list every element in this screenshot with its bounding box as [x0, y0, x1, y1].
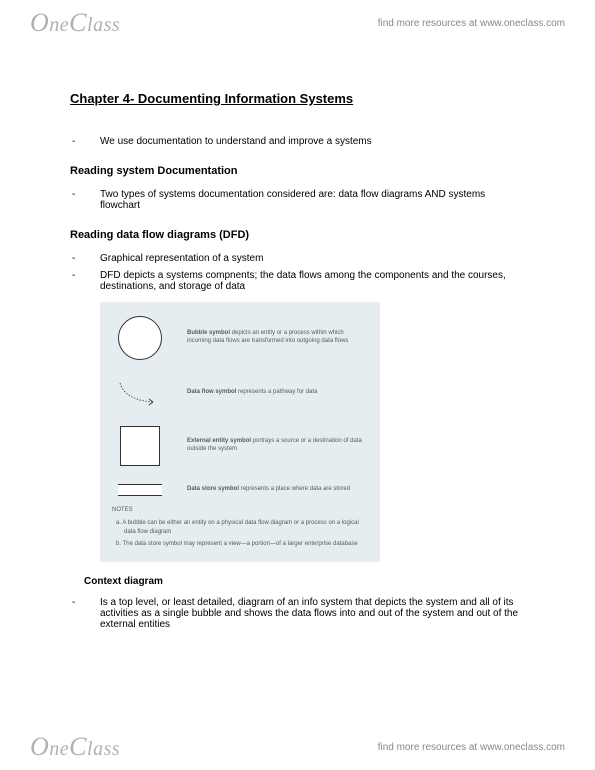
diagram-notes: NOTES a. A bubble can be either an entit… [112, 506, 368, 549]
external-symbol-desc: External entity symbol portrays a source… [187, 438, 368, 454]
dataflow-symbol-icon [112, 378, 167, 408]
dfd-symbols-diagram: Bubble symbol depicts an entity or a pro… [100, 302, 380, 562]
datastore-symbol-desc: Data store symbol represents a place whe… [187, 486, 368, 494]
bubble-symbol-desc: Bubble symbol depicts an entity or a pro… [187, 330, 368, 346]
notes-label: NOTES [112, 506, 368, 515]
section2-heading: Reading data flow diagrams (DFD) [70, 229, 525, 241]
section1-bullet: Two types of systems documentation consi… [70, 189, 525, 211]
tagline-top: find more resources at www.oneclass.com [378, 18, 565, 29]
section3-heading: Context diagram [84, 576, 525, 587]
section2-bullet1: Graphical representation of a system [70, 253, 525, 264]
note-b: b. The data store symbol may represent a… [112, 540, 368, 549]
external-symbol-icon [112, 426, 167, 466]
tagline-bottom: find more resources at www.oneclass.com [378, 742, 565, 753]
intro-bullet: We use documentation to understand and i… [70, 136, 525, 147]
section3-bullet: Is a top level, or least detailed, diagr… [70, 597, 525, 630]
dataflow-symbol-desc: Data flow symbol represents a pathway fo… [187, 389, 368, 397]
note-a: a. A bubble can be either an entity on a… [112, 519, 368, 537]
chapter-title: Chapter 4- Documenting Information Syste… [70, 91, 525, 106]
datastore-symbol-icon [112, 484, 167, 496]
page-footer: OneClass find more resources at www.onec… [0, 724, 595, 770]
logo-top: OneClass [30, 8, 120, 38]
section1-heading: Reading system Documentation [70, 165, 525, 177]
bubble-symbol-icon [112, 316, 167, 360]
symbol-row-datastore: Data store symbol represents a place whe… [112, 484, 368, 496]
section2-bullet2: DFD depicts a systems compnents; the dat… [70, 270, 525, 292]
page-content: Chapter 4- Documenting Information Syste… [0, 46, 595, 676]
logo-bottom: OneClass [30, 732, 120, 762]
page-header: OneClass find more resources at www.onec… [0, 0, 595, 46]
symbol-row-bubble: Bubble symbol depicts an entity or a pro… [112, 316, 368, 360]
symbol-row-dataflow: Data flow symbol represents a pathway fo… [112, 378, 368, 408]
symbol-row-external: External entity symbol portrays a source… [112, 426, 368, 466]
